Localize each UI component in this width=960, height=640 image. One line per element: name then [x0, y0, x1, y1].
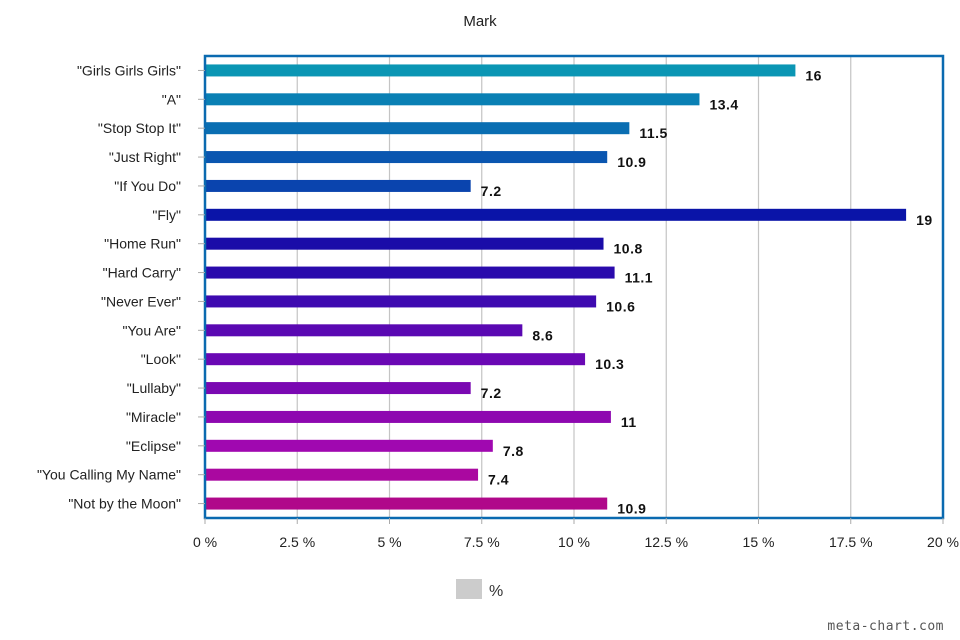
- bar: [205, 468, 479, 481]
- x-tick-label: 12.5 %: [644, 534, 688, 550]
- bar: [205, 151, 608, 164]
- legend-label: %: [489, 583, 503, 600]
- value-label: 10.9: [617, 154, 646, 170]
- x-tick-label: 0 %: [193, 534, 217, 550]
- legend: %: [456, 579, 503, 600]
- x-tick-label: 10 %: [558, 534, 590, 550]
- value-labels: 16 13.4 11.5 10.9 7.2 19 10.8 11.1 10.6 8.6 10.3 7.…: [481, 67, 933, 517]
- category-label: "Look": [141, 351, 181, 367]
- category-label: "Never Ever": [101, 293, 181, 309]
- category-label: "Lullaby": [127, 380, 181, 396]
- category-label: "If You Do": [114, 178, 181, 194]
- category-label: "Miracle": [126, 409, 181, 425]
- value-label: 10.9: [617, 501, 646, 517]
- x-tick-label: 2.5 %: [279, 534, 315, 550]
- bar: [205, 295, 597, 308]
- category-label: "A": [162, 91, 181, 107]
- x-tick-label: 5 %: [377, 534, 401, 550]
- bars: [205, 64, 907, 510]
- value-label: 7.2: [481, 385, 502, 401]
- category-label: "Girls Girls Girls": [77, 62, 181, 78]
- value-label: 16: [805, 67, 822, 83]
- value-label: 7.4: [488, 472, 509, 488]
- x-tick-label: 17.5 %: [829, 534, 873, 550]
- chart-title: Mark: [463, 13, 497, 30]
- category-label: "Home Run": [104, 236, 181, 252]
- x-tick-label: 15 %: [743, 534, 775, 550]
- value-label: 7.2: [481, 183, 502, 199]
- bar: [205, 353, 586, 366]
- x-axis: 0 % 2.5 % 5 % 7.5 % 10 % 12.5 % 15 % 17.5 % 20 %: [193, 518, 959, 550]
- bar: [205, 324, 523, 337]
- bar: [205, 237, 604, 250]
- bar: [205, 64, 796, 77]
- value-label: 11.1: [625, 270, 653, 286]
- value-label: 11: [621, 414, 637, 430]
- category-label: "Just Right": [109, 149, 181, 165]
- bar: [205, 208, 907, 221]
- bar: [205, 122, 630, 135]
- category-label: "Fly": [152, 207, 181, 223]
- legend-swatch: [456, 579, 482, 599]
- category-label: "Stop Stop It": [98, 120, 181, 136]
- x-tick-label: 7.5 %: [464, 534, 500, 550]
- bar: [205, 266, 615, 279]
- x-tick-label: 20 %: [927, 534, 959, 550]
- bar: [205, 382, 471, 395]
- bar: [205, 93, 700, 106]
- value-label: 10.3: [595, 356, 624, 372]
- category-label: "Eclipse": [126, 438, 181, 454]
- value-label: 10.6: [606, 298, 635, 314]
- value-label: 7.8: [503, 443, 524, 459]
- category-label: "You Are": [123, 322, 181, 338]
- bar: [205, 439, 493, 452]
- category-labels: "Girls Girls Girls" "A" "Stop Stop It" "Jus…: [37, 62, 205, 512]
- value-label: 11.5: [639, 125, 667, 141]
- value-label: 13.4: [709, 96, 738, 112]
- bar: [205, 179, 471, 192]
- bar: [205, 410, 611, 423]
- category-label: "Hard Carry": [103, 265, 181, 281]
- category-label: "You Calling My Name": [37, 467, 181, 483]
- value-label: 8.6: [532, 327, 553, 343]
- value-label: 19: [916, 212, 933, 228]
- watermark: meta-chart.com: [827, 619, 944, 634]
- value-label: 10.8: [614, 241, 643, 257]
- category-label: "Not by the Moon": [68, 496, 181, 512]
- bar: [205, 497, 608, 510]
